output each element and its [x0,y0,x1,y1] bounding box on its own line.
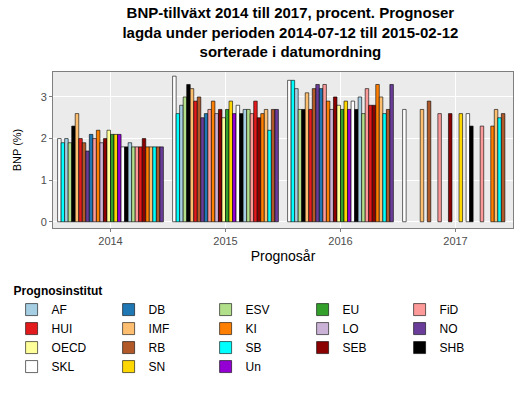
svg-text:2015: 2015 [213,235,237,247]
svg-text:HUI: HUI [52,322,73,336]
svg-text:SEB: SEB [343,341,367,355]
svg-text:2016: 2016 [328,235,352,247]
svg-text:0: 0 [41,216,47,228]
svg-text:2014: 2014 [98,235,122,247]
svg-text:3: 3 [41,91,47,103]
svg-text:Prognosinstitut: Prognosinstitut [14,284,103,298]
svg-text:SHB: SHB [440,341,465,355]
svg-text:2: 2 [41,132,47,144]
svg-text:EU: EU [343,303,360,317]
svg-text:IMF: IMF [149,322,170,336]
svg-text:RB: RB [149,341,166,355]
svg-text:SKL: SKL [52,360,75,374]
svg-text:FiD: FiD [440,303,459,317]
svg-text:LO: LO [343,322,359,336]
svg-text:Prognosår: Prognosår [251,248,316,264]
svg-text:BNP (%): BNP (%) [11,129,23,172]
svg-text:KI: KI [246,322,257,336]
svg-text:1: 1 [41,174,47,186]
svg-text:OECD: OECD [52,341,87,355]
svg-text:AF: AF [52,303,67,317]
svg-text:BNP-tillväxt 2014 till 2017, p: BNP-tillväxt 2014 till 2017, procent. Pr… [122,4,458,60]
svg-text:DB: DB [149,303,166,317]
svg-text:Un: Un [246,360,261,374]
svg-text:SB: SB [246,341,262,355]
svg-text:NO: NO [440,322,458,336]
svg-text:ESV: ESV [246,303,270,317]
svg-text:2017: 2017 [443,235,467,247]
svg-text:SN: SN [149,360,166,374]
